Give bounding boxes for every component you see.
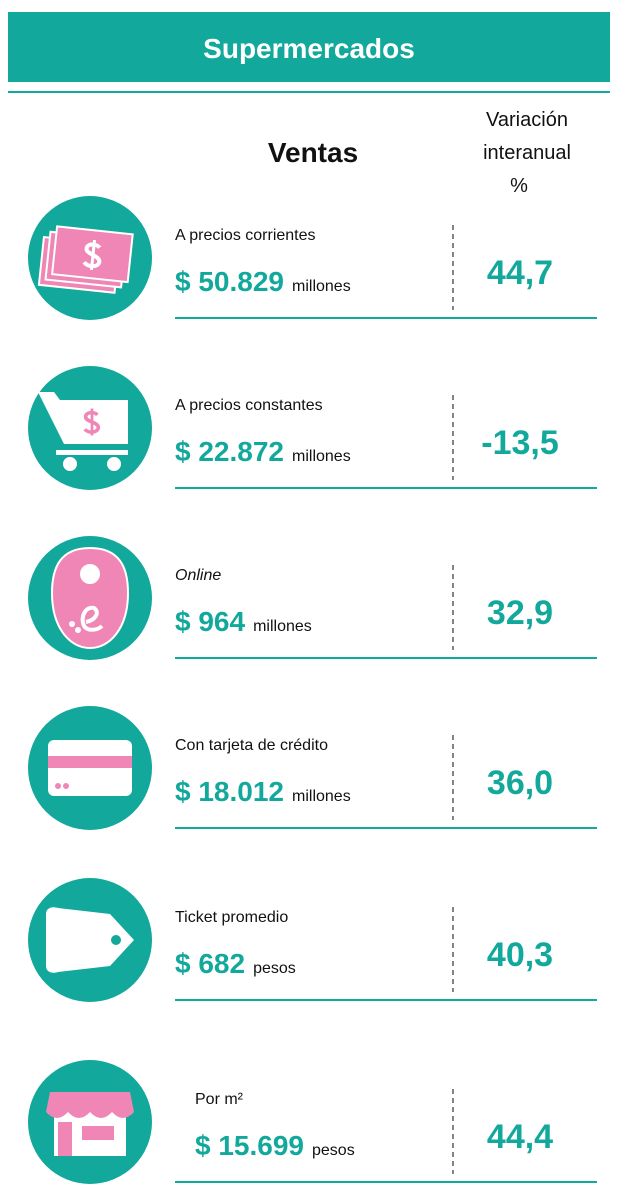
icon bbox=[37, 225, 134, 294]
amount-unit: pesos bbox=[312, 1142, 355, 1159]
header-bar bbox=[8, 12, 610, 82]
sales-heading: Ventas bbox=[268, 137, 358, 168]
variation-value: 32,9 bbox=[487, 594, 553, 632]
row-amount: $ 682 pesos bbox=[175, 948, 296, 979]
icon-shape bbox=[69, 621, 75, 627]
icon-shape bbox=[46, 907, 134, 973]
row-amount: $ 964 millones bbox=[175, 606, 312, 637]
amount-unit: millones bbox=[292, 448, 351, 465]
row-amount: $ 15.699 pesos bbox=[195, 1130, 355, 1161]
icon-shape bbox=[75, 627, 81, 633]
amount-value: $ 18.012 bbox=[175, 776, 284, 807]
icon-shape bbox=[55, 783, 61, 789]
icon-shape bbox=[82, 239, 102, 271]
row: Online $ 964 millones 32,9 bbox=[28, 536, 597, 660]
icon-shape bbox=[111, 935, 121, 945]
icon-shape bbox=[46, 1112, 134, 1118]
icon-shape bbox=[82, 1126, 114, 1140]
row-amount: $ 18.012 millones bbox=[175, 776, 351, 807]
row-label: Con tarjeta de crédito bbox=[175, 737, 328, 754]
row: Con tarjeta de crédito $ 18.012 millones 36… bbox=[28, 706, 597, 830]
icon-shape bbox=[107, 457, 121, 471]
icon bbox=[46, 1092, 134, 1156]
row-amount: $ 22.872 millones bbox=[175, 436, 351, 467]
icon-shape bbox=[58, 1122, 72, 1156]
amount-unit: pesos bbox=[253, 960, 296, 977]
variation-heading: % bbox=[510, 175, 528, 197]
icon bbox=[46, 907, 134, 973]
amount-value: $ 682 bbox=[175, 948, 245, 979]
icon-shape bbox=[83, 408, 101, 436]
icon-shape bbox=[76, 560, 104, 588]
icon-shape bbox=[46, 1092, 134, 1112]
icon bbox=[38, 392, 128, 471]
icon-shape bbox=[48, 756, 132, 768]
row-amount: $ 50.829 millones bbox=[175, 266, 351, 297]
amount-unit: millones bbox=[292, 788, 351, 805]
variation-value: -13,5 bbox=[481, 424, 559, 462]
variation-heading: interanual bbox=[483, 142, 571, 164]
row-label: A precios constantes bbox=[175, 397, 323, 414]
amount-value: $ 964 bbox=[175, 606, 245, 637]
icon-shape bbox=[63, 457, 77, 471]
amount-value: $ 50.829 bbox=[175, 266, 284, 297]
variation-value: 36,0 bbox=[487, 764, 553, 802]
variation-value: 44,4 bbox=[487, 1118, 553, 1156]
amount-value: $ 15.699 bbox=[195, 1130, 304, 1161]
icon-shape bbox=[80, 605, 104, 632]
row: A precios constantes $ 22.872 millones -13,… bbox=[28, 366, 597, 490]
variation-value: 40,3 bbox=[487, 936, 553, 974]
amount-unit: millones bbox=[292, 278, 351, 295]
amount-value: $ 22.872 bbox=[175, 436, 284, 467]
variation-value: 44,7 bbox=[487, 254, 553, 292]
variation-heading: Variación bbox=[486, 109, 568, 131]
icon-shape bbox=[89, 239, 97, 271]
amount-unit: millones bbox=[253, 618, 312, 635]
icon-shape bbox=[38, 392, 128, 444]
row-label: Por m² bbox=[195, 1091, 244, 1108]
row-label: Ticket promedio bbox=[175, 909, 288, 926]
row: Por m² $ 15.699 pesos 44,4 bbox=[28, 1060, 597, 1184]
row-label: Online bbox=[175, 567, 221, 584]
row-label: A precios corrientes bbox=[175, 227, 316, 244]
header-title: Supermercados bbox=[203, 33, 415, 64]
icon-shape bbox=[63, 783, 69, 789]
icon-shape bbox=[56, 450, 128, 455]
icon bbox=[50, 546, 130, 650]
icon bbox=[48, 740, 132, 796]
row: A precios corrientes $ 50.829 millones 44,7 bbox=[28, 196, 597, 320]
row: Ticket promedio $ 682 pesos 40,3 bbox=[28, 878, 597, 1002]
